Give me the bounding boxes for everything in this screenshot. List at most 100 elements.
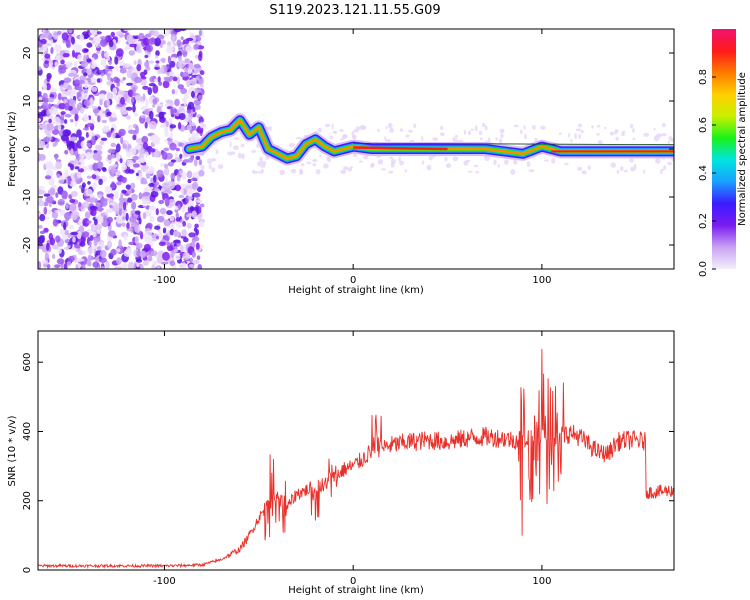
noise-blob [126, 82, 133, 86]
noise-blob [166, 210, 173, 216]
noise-blob [126, 159, 134, 168]
noise-blob [38, 235, 45, 244]
noise-blob [97, 206, 103, 213]
noise-blob [315, 169, 321, 175]
noise-blob [152, 84, 159, 94]
noise-blob [385, 126, 388, 130]
noise-blob [115, 134, 121, 138]
noise-blob [163, 167, 170, 176]
spectrogram-y-tick-label: -10 [22, 189, 33, 205]
noise-blob [149, 110, 154, 120]
noise-blob [473, 164, 479, 168]
noise-blob [82, 115, 90, 122]
noise-blob [575, 128, 582, 132]
noise-blob [38, 139, 43, 148]
noise-blob [198, 78, 204, 85]
noise-blob [152, 174, 157, 183]
noise-blob [159, 124, 167, 128]
noise-blob [661, 122, 666, 128]
noise-blob [131, 201, 137, 210]
noise-blob [155, 235, 160, 240]
snr-x-tick-label: 0 [350, 576, 356, 587]
noise-blob [452, 156, 459, 162]
noise-blob [156, 266, 161, 269]
noise-blob [94, 218, 98, 226]
noise-blob [127, 188, 132, 195]
noise-blob [570, 138, 573, 143]
noise-blob [57, 30, 62, 35]
noise-blob [48, 115, 54, 120]
noise-blob [152, 104, 156, 108]
noise-blob [122, 143, 127, 150]
noise-blob [632, 137, 636, 141]
noise-blob [340, 138, 345, 141]
noise-blob [103, 198, 108, 202]
noise-blob [59, 210, 66, 216]
noise-blob [41, 102, 49, 109]
noise-blob [591, 125, 594, 129]
noise-blob [526, 161, 531, 168]
noise-blob [70, 231, 78, 236]
noise-blob [663, 165, 667, 171]
noise-blob [463, 160, 469, 166]
figure-title: S119.2023.121.11.55.G09 [269, 3, 440, 18]
noise-blob [110, 181, 116, 190]
noise-blob [171, 35, 175, 45]
noise-blob [324, 123, 331, 128]
noise-blob [578, 123, 583, 128]
noise-blob [142, 260, 149, 266]
noise-blob [144, 151, 150, 158]
noise-blob [177, 84, 184, 90]
noise-blob [52, 129, 60, 136]
noise-blob [167, 198, 176, 207]
noise-blob [126, 222, 130, 229]
noise-blob [144, 121, 148, 129]
noise-blob [194, 223, 199, 229]
noise-blob [70, 148, 74, 156]
noise-blob [653, 127, 656, 131]
noise-blob [455, 134, 458, 139]
noise-blob [66, 261, 72, 266]
noise-blob [128, 124, 133, 129]
noise-blob [50, 47, 54, 54]
noise-blob [114, 56, 119, 65]
noise-blob [95, 144, 103, 151]
noise-blob [445, 163, 452, 169]
noise-blob [145, 66, 151, 71]
noise-blob [482, 122, 486, 128]
noise-blob [61, 190, 68, 200]
noise-blob [48, 118, 52, 124]
noise-blob [135, 259, 143, 263]
noise-blob [202, 123, 207, 128]
noise-blob [51, 253, 56, 259]
noise-blob [129, 38, 137, 43]
noise-blob [667, 161, 672, 166]
noise-blob [65, 61, 72, 69]
noise-blob [106, 208, 112, 213]
noise-blob [110, 166, 117, 174]
noise-blob [487, 137, 491, 144]
noise-blob [44, 175, 52, 180]
noise-blob [341, 134, 348, 140]
noise-blob [193, 158, 198, 167]
noise-blob [135, 125, 139, 134]
noise-blob [564, 162, 569, 165]
noise-blob [233, 145, 239, 150]
noise-blob [288, 143, 295, 148]
noise-blob [389, 127, 394, 133]
noise-blob [104, 185, 113, 195]
noise-blob [44, 53, 51, 59]
noise-blob [140, 76, 147, 80]
noise-blob [88, 241, 92, 247]
noise-blob [155, 50, 160, 57]
noise-blob [158, 111, 165, 120]
noise-blob [92, 182, 97, 191]
noise-blob [444, 156, 448, 162]
noise-blob [64, 169, 68, 176]
noise-blob [74, 79, 81, 86]
noise-blob [106, 80, 113, 86]
noise-blob [77, 168, 85, 173]
noise-blob [197, 94, 203, 101]
noise-blob [65, 137, 70, 144]
noise-blob [191, 177, 198, 182]
